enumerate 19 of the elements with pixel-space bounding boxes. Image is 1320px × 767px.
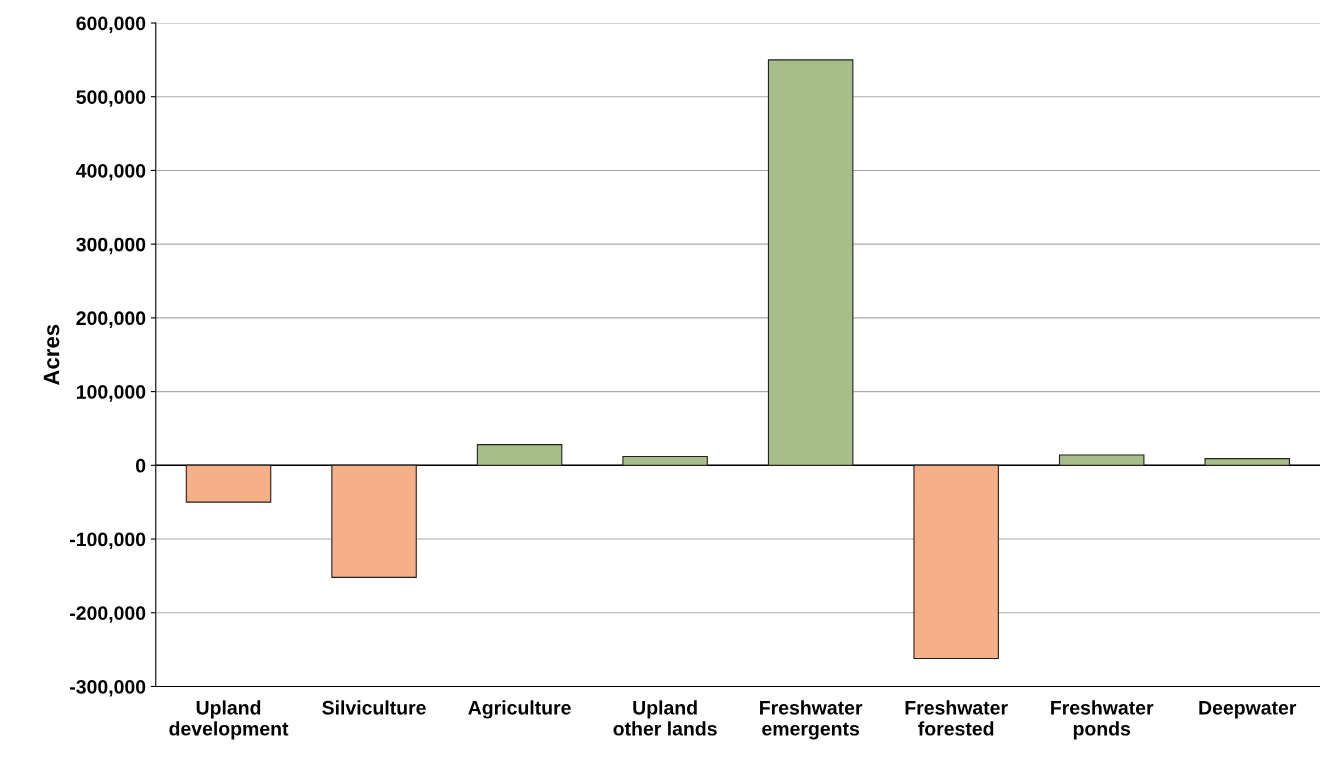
y-axis-title: Acres (43, 324, 60, 386)
x-tick-label: Freshwater emergents (760, 700, 863, 740)
y-tick-label: 600,000 (76, 16, 146, 34)
x-tick-label: Upland development (169, 700, 289, 740)
y-tick-label: 0 (135, 458, 146, 473)
y-tick-label: 400,000 (76, 163, 146, 181)
y-tick-label: -100,000 (70, 532, 146, 550)
y-tick-label: 300,000 (76, 237, 146, 255)
y-tick-label: 100,000 (76, 385, 146, 402)
x-tick-label: Freshwater forested (905, 700, 1008, 736)
y-tick-label: -300,000 (70, 679, 146, 697)
y-tick-label: 500,000 (76, 90, 146, 107)
x-tick-label: Silviculture (322, 700, 426, 715)
y-tick-label: 200,000 (76, 311, 146, 328)
x-tick-label: Upland other lands (613, 700, 717, 736)
x-tick-label: Agriculture (468, 700, 571, 719)
x-tick-label: Deepwater (1199, 701, 1297, 719)
y-tick-label: -200,000 (70, 606, 146, 623)
x-tick-label: Freshwater ponds (1051, 700, 1154, 740)
